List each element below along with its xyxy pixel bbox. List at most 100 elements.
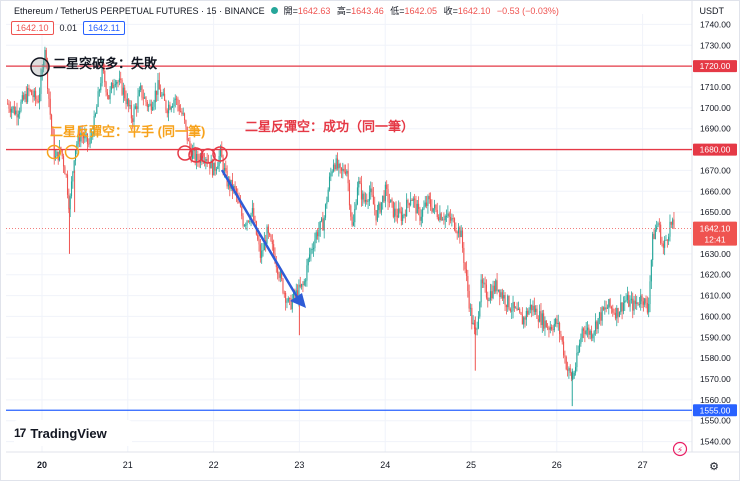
level-price-label: 1720.00 [700, 61, 731, 71]
candle-body [464, 262, 466, 270]
symbol-title[interactable]: Ethereum / TetherUS PERPETUAL FUTURES · … [14, 5, 265, 16]
candle-body [432, 208, 434, 212]
candle-body [328, 176, 331, 190]
candle-body [384, 184, 386, 202]
candle-body [404, 214, 406, 217]
candle-body [290, 298, 292, 310]
candle-body [82, 135, 85, 139]
candle-body [313, 247, 315, 250]
candle-body [199, 155, 202, 163]
candle-body [545, 320, 547, 328]
gear-icon: ⚙ [709, 460, 719, 473]
candle-body [388, 201, 390, 203]
candle-body [23, 95, 25, 100]
candle-body [589, 330, 591, 335]
candle-body [51, 114, 53, 129]
candle-body [368, 192, 370, 202]
candle-body [144, 97, 146, 99]
candle-body [356, 187, 358, 205]
candle-body [177, 98, 179, 106]
candle-body [249, 221, 251, 222]
candle-body [339, 163, 341, 168]
tradingview-logo[interactable]: 17 TradingView [14, 420, 132, 446]
candle-body [180, 111, 182, 113]
candle-body [326, 201, 328, 205]
candle-body [485, 284, 487, 298]
y-tick-label: 1740.00 [700, 19, 731, 29]
candle-body [254, 220, 256, 222]
candle-body [476, 328, 478, 330]
candle-body [578, 343, 581, 352]
candle-body [70, 181, 73, 197]
candle-body [62, 156, 65, 167]
candle-body [184, 113, 186, 121]
candle-body [96, 106, 98, 114]
candle-body [418, 203, 420, 209]
y-tick-label: 1600.00 [700, 311, 731, 321]
candle-body [153, 102, 155, 107]
candle-body [496, 280, 498, 291]
candle-body [535, 308, 537, 313]
level-price-tag [693, 143, 737, 156]
candle-body [652, 233, 654, 261]
candle-body [392, 201, 394, 217]
y-tick-label: 1670.00 [700, 165, 731, 175]
sell-price-box[interactable]: 1642.10 [11, 21, 54, 35]
candle-body [21, 95, 23, 102]
candle-body [372, 195, 374, 205]
candle-body [194, 149, 196, 163]
candle-body [457, 227, 460, 234]
last-price-label: 1642.10 [700, 224, 731, 234]
candle-body [314, 239, 316, 248]
candle-body [551, 327, 553, 330]
candle-body [488, 300, 490, 301]
candle-body [499, 289, 501, 298]
trend-arrowhead [290, 293, 306, 308]
candle-body [602, 307, 605, 310]
currency-label[interactable]: USDT [699, 6, 725, 16]
candle-body [106, 92, 108, 96]
buy-price-box[interactable]: 1642.11 [83, 21, 125, 35]
candle-body [598, 312, 601, 319]
candle-body [342, 168, 344, 171]
candle-body [27, 87, 29, 102]
candle-body [616, 308, 618, 319]
candle-body [459, 227, 461, 238]
candle-body [594, 321, 597, 332]
candle-body [455, 229, 457, 233]
candle-body [532, 305, 534, 311]
candle-body [246, 220, 248, 225]
y-tick-label: 1630.00 [700, 249, 731, 259]
candle-body [17, 114, 19, 118]
candle-body [407, 199, 409, 204]
candle-body [66, 174, 69, 195]
candle-body [160, 89, 162, 97]
candle-body [336, 158, 339, 169]
candle-body [277, 267, 279, 275]
candle-body [278, 274, 280, 278]
candle-body [352, 222, 355, 226]
candle-body [195, 154, 198, 163]
candle-body [187, 140, 190, 142]
candle-body [28, 87, 30, 90]
last-price-tag [693, 221, 737, 246]
candle-body [303, 281, 305, 285]
candle-body [47, 60, 49, 89]
candle-body [97, 91, 99, 107]
candle-body [105, 82, 107, 93]
candle-body [64, 166, 66, 175]
candle-body [39, 93, 41, 103]
candle-body [130, 105, 132, 119]
candle-body [479, 302, 481, 317]
candle-body [445, 215, 448, 217]
candle-body [114, 84, 116, 86]
candle-body [301, 283, 303, 287]
candle-body [588, 327, 590, 335]
red-marker [200, 148, 216, 164]
candle-body [35, 90, 37, 100]
candle-body [634, 300, 636, 304]
candle-body [399, 208, 401, 212]
candle-body [346, 170, 348, 174]
candle-body [302, 283, 304, 285]
